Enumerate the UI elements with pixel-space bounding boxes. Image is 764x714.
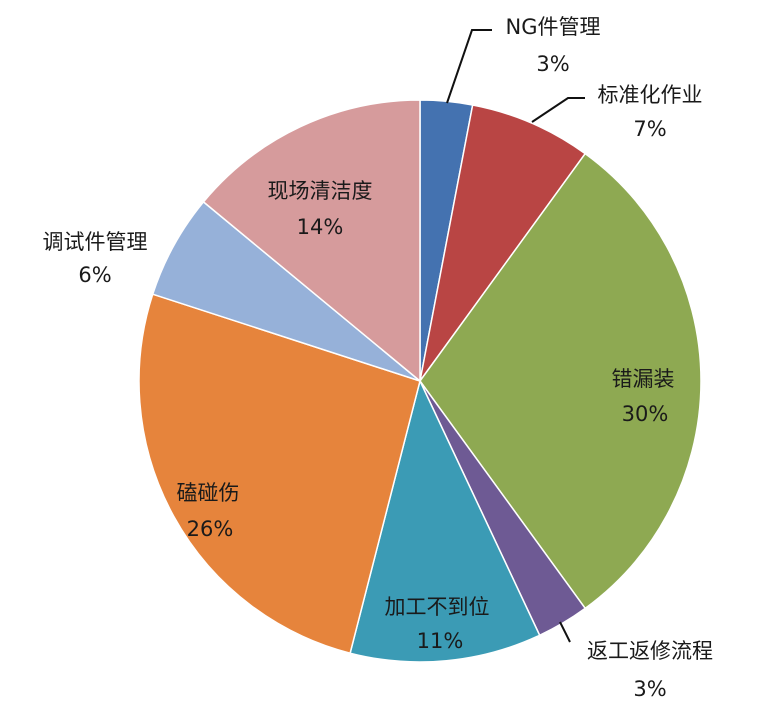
slice-value-label: 30% [622,402,669,426]
slice-value-label: 26% [187,517,234,541]
pie-slice [138,293,421,655]
slice-label: 磕碰伤 [177,481,240,505]
slice-value-label: 6% [78,263,111,287]
slice-value-label: 11% [417,629,464,653]
slice-value-label: 7% [633,117,666,141]
leader-line [559,621,571,643]
pie-slice [419,152,702,610]
pie-slice [202,99,421,383]
slice-value-label: 14% [297,215,344,239]
pie-slice [349,378,541,663]
leader-line [531,97,585,123]
slice-label: 加工不到位 [385,595,490,619]
leader-line [446,29,492,104]
slice-value-label: 3% [633,677,666,701]
slice-label: 标准化作业 [598,83,703,107]
slice-label: 现场清洁度 [268,179,373,203]
slice-value-label: 3% [536,52,569,76]
slice-label: NG件管理 [506,15,601,39]
slice-label: 返工返修流程 [587,639,713,663]
slice-label: 调试件管理 [43,230,148,254]
pie-slice [419,104,587,382]
slice-label: 错漏装 [612,367,675,391]
